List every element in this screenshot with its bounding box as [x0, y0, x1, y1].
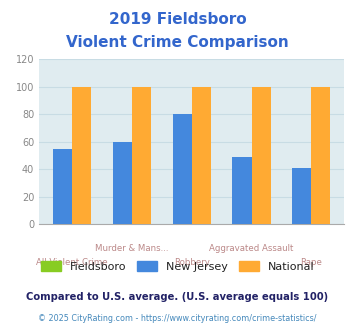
Bar — [53, 149, 72, 224]
Text: All Violent Crime: All Violent Crime — [36, 258, 108, 267]
Text: Rape: Rape — [300, 258, 322, 267]
Bar — [192, 87, 211, 224]
Bar — [251, 87, 271, 224]
Bar — [113, 142, 132, 224]
Text: 2019 Fieldsboro: 2019 Fieldsboro — [109, 12, 246, 26]
Bar — [132, 87, 151, 224]
Text: Robbery: Robbery — [174, 258, 210, 267]
Text: Violent Crime Comparison: Violent Crime Comparison — [66, 35, 289, 50]
Legend: Fieldsboro, New Jersey, National: Fieldsboro, New Jersey, National — [36, 256, 319, 276]
Bar — [233, 157, 251, 224]
Bar — [292, 168, 311, 224]
Text: Compared to U.S. average. (U.S. average equals 100): Compared to U.S. average. (U.S. average … — [26, 292, 329, 302]
Text: Murder & Mans...: Murder & Mans... — [95, 244, 169, 253]
Text: Aggravated Assault: Aggravated Assault — [209, 244, 294, 253]
Bar — [72, 87, 91, 224]
Bar — [311, 87, 331, 224]
Bar — [173, 115, 192, 224]
Text: © 2025 CityRating.com - https://www.cityrating.com/crime-statistics/: © 2025 CityRating.com - https://www.city… — [38, 314, 317, 323]
